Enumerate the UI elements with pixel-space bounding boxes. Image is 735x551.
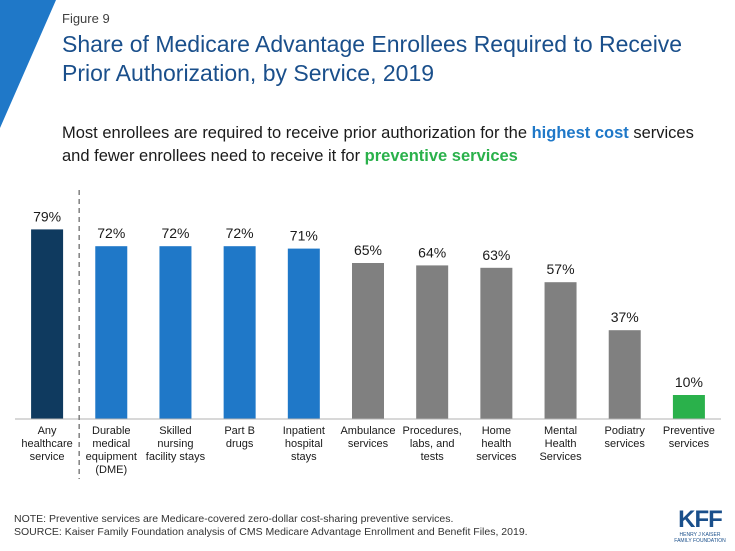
category-label: Inpatient hospital stays (283, 425, 325, 463)
logo-mark: KFF (678, 506, 723, 533)
chart-subtitle: Most enrollees are required to receive p… (62, 122, 722, 168)
category-label: Ambulance services (340, 425, 395, 450)
bar (416, 265, 449, 419)
bar (223, 246, 256, 419)
data-label: 72% (97, 225, 125, 241)
note-line: NOTE: Preventive services are Medicare-c… (14, 513, 454, 525)
bar (95, 246, 128, 419)
figure-label: Figure 9 (62, 11, 110, 26)
bar-chart: 79% Any healthcare service 72% Durable medical… (15, 190, 721, 479)
data-label: 64% (418, 244, 446, 260)
chart-title: Share of Medicare Advantage Enrollees Re… (62, 31, 683, 86)
bar (480, 267, 513, 419)
logo-line-1: HENRY J KAISER (679, 532, 721, 538)
data-label: 79% (33, 208, 61, 224)
category-label: Any healthcare service (21, 425, 72, 463)
source-line: SOURCE: Kaiser Family Foundation analysi… (14, 526, 528, 538)
category-label: Preventive services (663, 425, 715, 450)
data-label: 72% (161, 225, 189, 241)
category-label: Home health services (476, 425, 517, 463)
subtitle-text-1: Most enrollees are required to receive p… (62, 124, 532, 142)
data-label: 72% (226, 225, 254, 241)
bar (608, 330, 641, 419)
subtitle-highlight-preventive: preventive services (364, 147, 518, 165)
data-label: 37% (611, 309, 639, 325)
bar (31, 229, 64, 419)
data-label: 65% (354, 242, 382, 258)
bar (352, 263, 384, 419)
notes: NOTE: Preventive services are Medicare-c… (14, 513, 528, 539)
category-label: Podiatry services (605, 425, 646, 450)
bar (544, 282, 577, 419)
bar (159, 246, 192, 419)
subtitle-text-2: services and fewer enrollees need to rec… (62, 124, 694, 165)
bar (672, 395, 705, 419)
category-label: Mental Health Services (539, 425, 582, 463)
accent-triangle (0, 0, 56, 128)
data-label: 63% (482, 247, 510, 263)
data-label: 71% (290, 228, 318, 244)
data-label: 10% (675, 374, 703, 390)
category-label: Skilled nursing facility stays (146, 425, 206, 463)
logo-line-2: FAMILY FOUNDATION (674, 538, 726, 544)
subtitle-highlight-cost: highest cost (531, 124, 629, 142)
category-label: Procedures, labs, and tests (403, 425, 462, 463)
bar (287, 248, 320, 419)
kff-logo: KFF HENRY J KAISER FAMILY FOUNDATION (672, 506, 728, 545)
data-label: 57% (547, 261, 575, 277)
category-label: Durable medical equipment (DME) (86, 425, 137, 476)
